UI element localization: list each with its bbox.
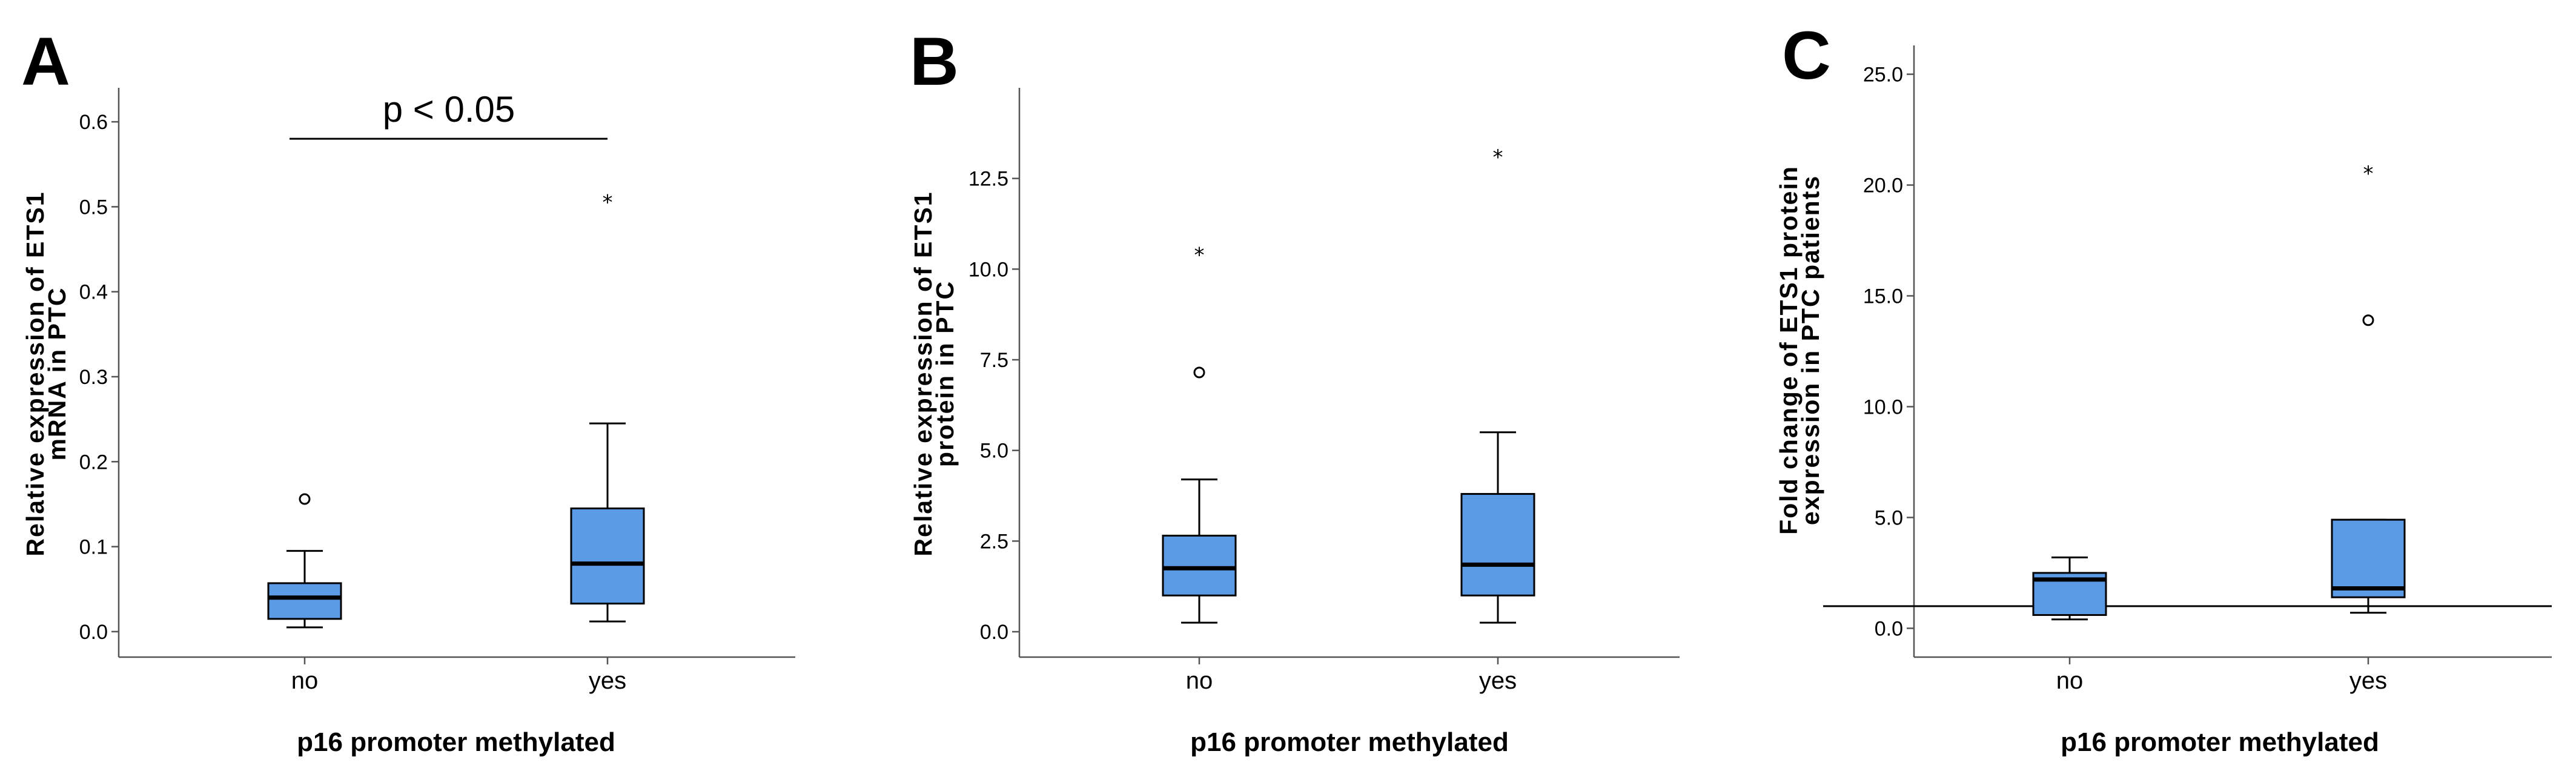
y-tick-label-b: 5.0 xyxy=(980,440,1008,463)
y-tick-label-c: 10.0 xyxy=(1863,395,1903,418)
x-tick-label-b-yes: yes xyxy=(1479,667,1517,694)
x-axis-label-c: p16 promoter methylated xyxy=(2061,727,2379,757)
panel-letter-b: B xyxy=(910,24,959,99)
y-tick-label-a: 0.3 xyxy=(79,366,108,389)
y-tick-label-c: 15.0 xyxy=(1863,285,1903,308)
y-tick-label-c: 25.0 xyxy=(1863,64,1903,87)
extreme-point-b-no: * xyxy=(1194,243,1205,267)
y-axis-label-b-line2: protein in PTC xyxy=(931,280,959,467)
significance-label-a: p < 0.05 xyxy=(383,89,515,130)
box-b-no xyxy=(1162,534,1237,597)
y-axis-label-b-line1: Relative expression of ETS1 xyxy=(909,191,937,556)
y-tick-label-c: 5.0 xyxy=(1875,506,1903,529)
panel-letter-a: A xyxy=(21,24,70,99)
plot-area-c: 0.0 5.0 10.0 15.0 20.0 25.0 no yes * xyxy=(1823,45,2552,694)
y-tick-label-a: 0.1 xyxy=(79,536,108,559)
y-tick-label-b: 0.0 xyxy=(980,621,1008,644)
box-a-no xyxy=(267,582,342,620)
x-tick-label-a-no: no xyxy=(291,667,319,694)
box-c-yes xyxy=(2331,518,2406,598)
outlier-point-b-no xyxy=(1193,366,1205,379)
y-axis-label-a-line1: Relative expression of ETS1 xyxy=(21,191,49,556)
y-tick-label-a: 0.0 xyxy=(79,621,108,644)
y-tick-label-c: 0.0 xyxy=(1875,617,1903,640)
x-tick-label-c-yes: yes xyxy=(2349,667,2387,694)
x-tick-label-a-yes: yes xyxy=(589,667,626,694)
panel-a: A Relative expression of ETS1 mRNA in PT… xyxy=(21,24,795,757)
y-axis-label-c-line2: expression in PTC patients xyxy=(1796,175,1824,525)
y-axis-label-a-line2: mRNA in PTC xyxy=(43,287,71,461)
extreme-point-a-yes: * xyxy=(603,190,613,214)
box-b-yes xyxy=(1460,493,1535,597)
x-tick-label-c-no: no xyxy=(2056,667,2084,694)
y-tick-label-b: 2.5 xyxy=(980,530,1008,553)
panel-c: C Fold change of ETS1 protein expression… xyxy=(1775,18,2552,757)
outlier-point-c-yes xyxy=(2362,314,2374,326)
x-tick-label-b-no: no xyxy=(1186,667,1213,694)
y-tick-label-c: 20.0 xyxy=(1863,174,1903,197)
panel-letter-c: C xyxy=(1782,18,1831,93)
y-axis-label-c-line1: Fold change of ETS1 protein xyxy=(1775,165,1803,535)
plot-area-a: 0.0 0.1 0.2 0.3 0.4 0.5 0.6 no yes * p < 0.05 xyxy=(79,88,795,694)
box-a-yes xyxy=(570,507,645,605)
panel-b: B Relative expression of ETS1 protein in… xyxy=(909,24,1680,757)
y-tick-label-a: 0.4 xyxy=(79,281,108,304)
extreme-point-c-yes: * xyxy=(2363,162,2374,186)
y-tick-label-a: 0.2 xyxy=(79,451,108,474)
y-tick-label-a: 0.6 xyxy=(79,111,108,134)
extreme-point-b-yes: * xyxy=(1493,145,1503,170)
x-axis-label-a: p16 promoter methylated xyxy=(297,727,615,757)
y-tick-label-b: 12.5 xyxy=(968,168,1008,191)
x-axis-label-b: p16 promoter methylated xyxy=(1190,727,1509,757)
outlier-point-a-no xyxy=(299,493,311,505)
y-tick-label-b: 10.0 xyxy=(968,258,1008,281)
y-tick-label-b: 7.5 xyxy=(980,349,1008,372)
y-tick-label-a: 0.5 xyxy=(79,196,108,219)
plot-area-b: 0.0 2.5 5.0 7.5 10.0 12.5 no yes * * xyxy=(968,88,1680,694)
